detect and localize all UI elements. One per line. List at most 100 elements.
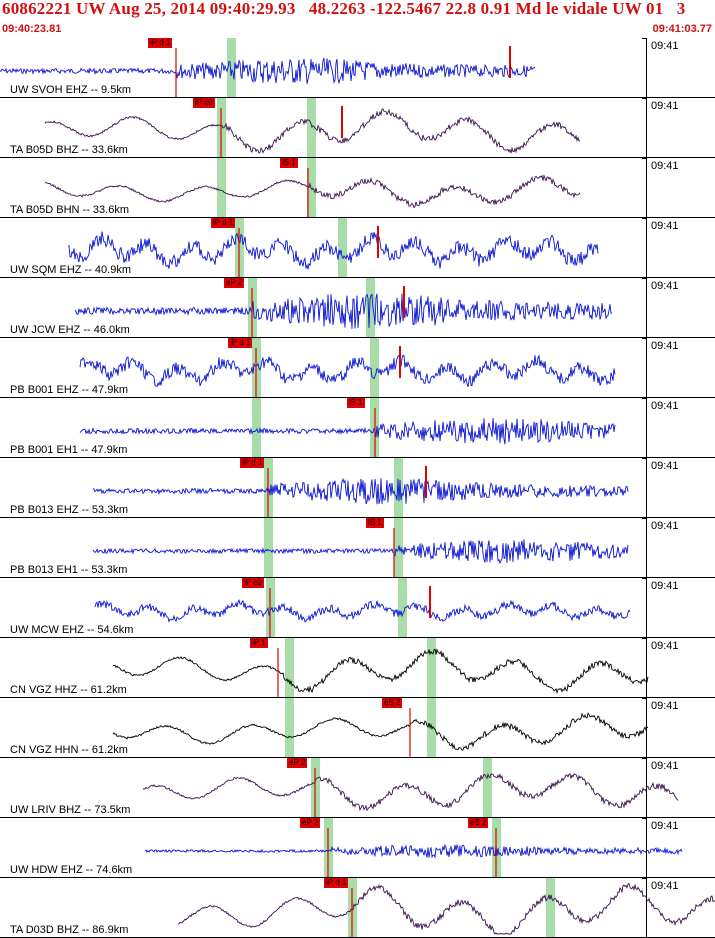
waveform-plot <box>74 278 613 337</box>
minute-time-label: 09:41 <box>651 700 679 712</box>
waveform-trace <box>112 712 649 751</box>
trace-panel[interactable]: eP 2 09:41 UW JCW EHZ -- 46.0km <box>0 278 715 338</box>
phase-window-band <box>217 158 226 217</box>
phase-pick-label[interactable]: iP d 1 <box>211 218 236 228</box>
trace-panel[interactable]: iP d 1 09:41 PB B013 EHZ -- 53.3km <box>0 458 715 518</box>
event-header: 60862221 UW Aug 25, 2014 09:40:29.93 48.… <box>0 0 715 38</box>
phase-pick-label[interactable]: iP d 1 <box>240 458 265 468</box>
start-time-label: 09:40:23.81 <box>2 23 62 35</box>
phase-pick-label[interactable]: iP d 1 <box>324 878 349 888</box>
trace-panel[interactable]: iP d 1 09:41 UW SQM EHZ -- 40.9km <box>0 218 715 278</box>
event-title: 60862221 UW Aug 25, 2014 09:40:29.93 48.… <box>2 0 686 18</box>
phase-pick-label[interactable]: iS 1 <box>366 518 384 528</box>
end-time-label: 09:41:03.77 <box>652 23 712 35</box>
station-channel-label: UW MCW EHZ -- 54.6km <box>10 624 134 636</box>
trace-panel[interactable]: eP 2 09:41 UW LRIV BHZ -- 73.5km <box>0 758 715 818</box>
waveform-plot <box>177 878 715 937</box>
waveform-trace <box>94 599 631 624</box>
phase-pick-label[interactable]: eS 2 <box>382 698 403 708</box>
minute-tick <box>642 518 647 577</box>
minute-time-label: 09:41 <box>651 220 679 232</box>
minute-time-label: 09:41 <box>651 280 679 292</box>
minute-time-label: 09:41 <box>651 400 679 412</box>
trace-panel[interactable]: iS 1 09:41 TA B05D BHN -- 33.6km <box>0 158 715 218</box>
waveform-trace <box>92 477 629 505</box>
phase-window-band <box>338 218 347 277</box>
waveform-trace <box>177 882 715 935</box>
phase-pick-label[interactable]: iP c0 <box>242 578 264 588</box>
trace-panel[interactable]: eS 2 09:41 CN VGZ HHN -- 61.2km <box>0 698 715 758</box>
waveform-trace <box>79 354 616 387</box>
station-channel-label: TA B05D BHZ -- 33.6km <box>10 144 128 156</box>
minute-time-label: 09:41 <box>651 820 679 832</box>
station-channel-label: PB B001 EH1 -- 47.9km <box>10 444 128 456</box>
phase-window-band <box>483 758 492 817</box>
station-channel-label: UW HDW EHZ -- 74.6km <box>10 864 133 876</box>
station-channel-label: CN VGZ HHN -- 61.2km <box>10 744 128 756</box>
minute-time-label: 09:41 <box>651 460 679 472</box>
phase-pick-label[interactable]: iP d 1 <box>148 38 173 48</box>
minute-time-label: 09:41 <box>651 520 679 532</box>
waveform-trace <box>142 772 679 812</box>
waveform-trace <box>0 58 536 85</box>
waveform-plot <box>67 218 599 277</box>
waveform-plot <box>112 638 649 697</box>
trace-panel[interactable]: iP c0 09:41 UW MCW EHZ -- 54.6km <box>0 578 715 638</box>
phase-window-band <box>227 38 236 97</box>
phase-window-band <box>285 698 294 757</box>
minute-tick <box>642 98 647 157</box>
phase-pick-label[interactable]: iP d 1 <box>228 338 253 348</box>
phase-window-band <box>307 98 316 157</box>
waveform-trace <box>74 293 613 329</box>
waveform-plot <box>79 398 616 457</box>
phase-window-band <box>307 158 316 217</box>
waveform-plot <box>92 458 629 517</box>
station-channel-label: PB B013 EHZ -- 53.3km <box>10 504 128 516</box>
minute-tick <box>642 638 647 697</box>
waveform-trace <box>92 539 629 565</box>
phase-window-band <box>398 578 407 637</box>
waveform-trace <box>44 108 581 154</box>
trace-panel[interactable]: iP d 1 09:41 PB B001 EHZ -- 47.9km <box>0 338 715 398</box>
phase-window-band <box>285 638 294 697</box>
phase-pick-label[interactable]: iP 1 <box>250 638 268 648</box>
phase-pick-label[interactable]: eP 2 <box>287 758 308 768</box>
trace-panel[interactable]: iS 1 09:41 PB B001 EH1 -- 47.9km <box>0 398 715 458</box>
waveform-trace <box>79 418 616 445</box>
waveform-trace <box>67 231 599 270</box>
waveform-plot <box>44 158 581 217</box>
trace-panel[interactable]: iP d 1 09:41 UW SVOH EHZ -- 9.5km <box>0 38 715 98</box>
station-channel-label: TA D03D BHZ -- 86.9km <box>10 924 129 936</box>
station-channel-label: UW JCW EHZ -- 46.0km <box>10 324 130 336</box>
minute-tick <box>642 698 647 757</box>
phase-pick-label[interactable]: eS 2 <box>468 818 489 828</box>
phase-pick-label[interactable]: eP 2 <box>224 278 245 288</box>
minute-tick <box>642 578 647 637</box>
phase-pick-label[interactable]: iP c0 <box>193 98 215 108</box>
phase-pick-label[interactable]: eP 2 <box>300 818 321 828</box>
station-channel-label: PB B013 EH1 -- 53.3km <box>10 564 128 576</box>
trace-panel[interactable]: iP d 1 09:41 TA D03D BHZ -- 86.9km <box>0 878 715 938</box>
waveform-plot <box>92 518 629 577</box>
trace-panel[interactable]: iP 1 09:41 CN VGZ HHZ -- 61.2km <box>0 638 715 698</box>
trace-panel[interactable]: iP c0 09:41 TA B05D BHZ -- 33.6km <box>0 98 715 158</box>
minute-tick <box>642 338 647 397</box>
waveform-plot <box>0 38 536 97</box>
trace-panel[interactable]: iS 1 09:41 PB B013 EH1 -- 53.3km <box>0 518 715 578</box>
phase-pick-label[interactable]: iS 1 <box>280 158 298 168</box>
station-channel-label: TA B05D BHN -- 33.6km <box>10 204 129 216</box>
waveform-plot <box>44 98 581 157</box>
station-channel-label: UW SVOH EHZ -- 9.5km <box>10 84 132 96</box>
waveform-trace <box>44 174 581 209</box>
minute-time-label: 09:41 <box>651 340 679 352</box>
minute-tick <box>642 158 647 217</box>
phase-pick-label[interactable]: iS 1 <box>347 398 365 408</box>
minute-tick <box>642 278 647 337</box>
minute-time-label: 09:41 <box>651 880 679 892</box>
station-channel-label: CN VGZ HHZ -- 61.2km <box>10 684 127 696</box>
trace-panel[interactable]: eP 2 eS 2 09:41 UW HDW EHZ -- 74.6km <box>0 818 715 878</box>
waveform-plot <box>112 698 649 757</box>
minute-time-label: 09:41 <box>651 580 679 592</box>
waveform-plot <box>144 818 683 877</box>
waveform-plot <box>79 338 616 397</box>
